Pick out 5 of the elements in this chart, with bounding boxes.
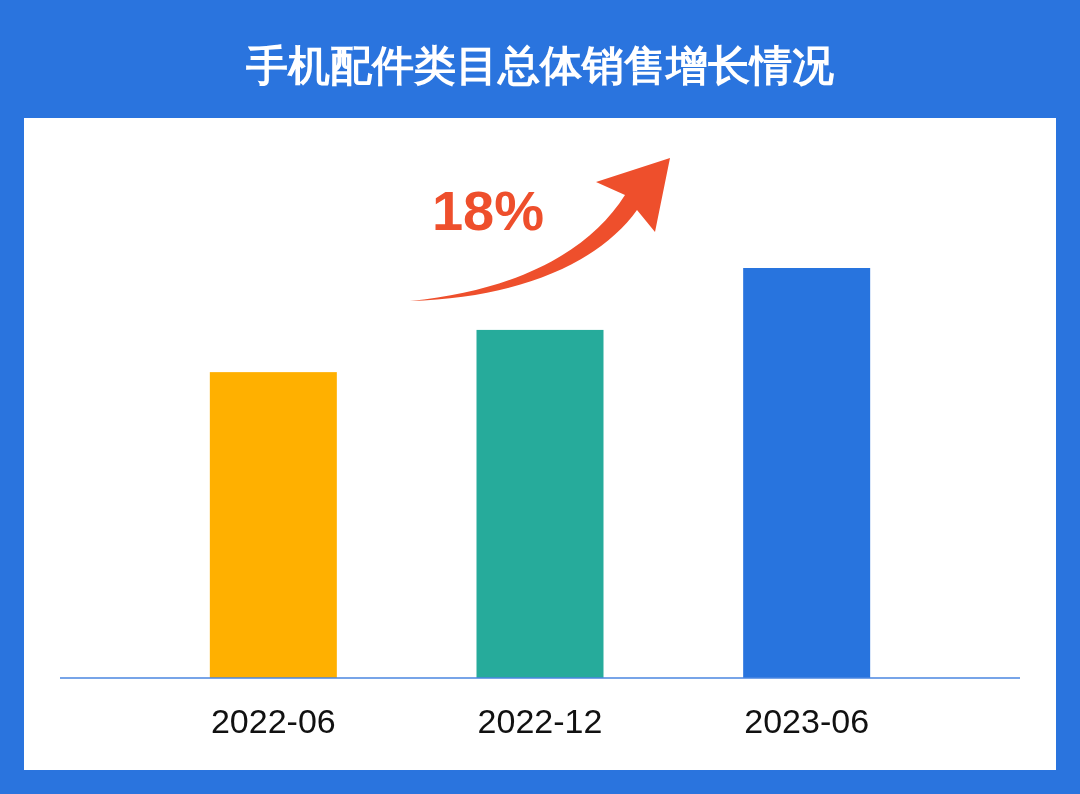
x-tick-label: 2023-06 [744, 702, 870, 740]
chart-title: 手机配件类目总体销售增长情况 [245, 42, 834, 89]
text: 18% [431, 179, 545, 242]
x-tick-label: 2022-12 [477, 702, 603, 740]
x-tick-label: 2022-06 [210, 702, 336, 740]
